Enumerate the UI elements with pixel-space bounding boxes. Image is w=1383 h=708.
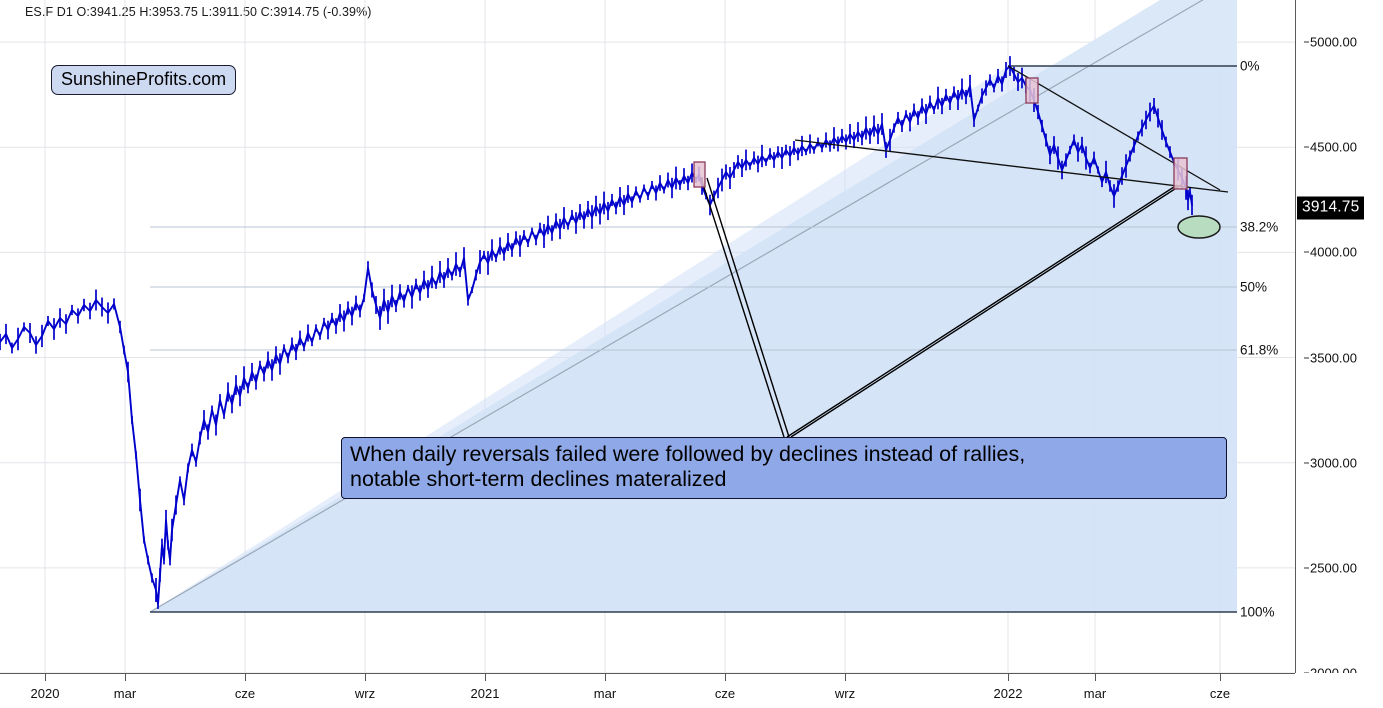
price-axis-tick: 3000.00 [1304,455,1357,470]
support-ellipse[interactable] [1177,215,1221,239]
price-axis-tick-label: 3500.00 [1310,350,1357,366]
fibonacci-level-label: 100% [1240,604,1275,620]
price-axis-tick-label: 4000.00 [1310,244,1357,260]
reversal-marker-may-2022[interactable] [1173,157,1188,190]
time-axis-tick-label: wrz [354,686,376,701]
time-axis-tick-mark [725,674,726,681]
reversal-marker-2021[interactable] [693,161,706,188]
price-axis-tick: 5000.00 [1304,35,1357,50]
time-axis[interactable]: 2020 mar cze wrz 2021 mar cze wrz 2022 mar cze [0,673,1295,708]
price-axis-tick-label: 2500.00 [1310,560,1357,576]
time-axis-tick-mark [845,674,846,681]
time-axis-tick-mark [485,674,486,681]
channel-upper-edge [149,0,1204,613]
time-axis-tick-mark [125,674,126,681]
tick-dash-icon [1304,462,1309,464]
time-axis-tick-mark [365,674,366,681]
arrow-from-2021-marker-b [706,177,790,438]
time-axis-tick-label: cze [1209,686,1231,701]
time-axis-tick-mark [1095,674,1096,681]
arrow-from-2021-marker [700,177,785,438]
time-axis-tick-label: cze [234,686,256,701]
fibonacci-lines [150,65,1237,613]
price-axis[interactable]: 5000.00 4500.00 4000.00 3500.00 3000.00 2500.… [1295,0,1383,681]
ohlc-header: ES.F D1 O:3941.25 H:3953.75 L:3911.50 C:… [25,5,372,19]
time-axis-tick-mark [45,674,46,681]
watermark-badge: SunshineProfits.com [51,65,237,95]
tick-dash-icon [1304,357,1309,359]
price-axis-tick: 3500.00 [1304,350,1357,365]
price-axis-tick-label: 5000.00 [1310,34,1357,50]
time-axis-tick-label: 2021 [470,686,500,701]
price-axis-tick-label: 4500.00 [1310,139,1357,155]
annotation-callout[interactable]: When daily reversals failed were followe… [341,437,1227,500]
fibonacci-level-label: 38.2% [1240,219,1279,235]
time-axis-tick-mark [605,674,606,681]
price-axis-tick-label: 3000.00 [1310,455,1357,471]
time-axis-tick-label: mar [593,686,617,701]
tick-dash-icon [1304,146,1309,148]
tick-dash-icon [1304,41,1309,43]
fibonacci-level-label: 61.8% [1240,342,1279,358]
tick-dash-icon [1304,567,1309,569]
time-axis-tick-label: mar [113,686,137,701]
price-axis-tick: 4500.00 [1304,140,1357,155]
current-price-badge: 3914.75 [1297,196,1365,220]
fibonacci-level-label: 0% [1240,58,1260,74]
chart-canvas [0,0,1295,673]
time-axis-tick-mark [1220,674,1221,681]
price-axis-tick: 2500.00 [1304,560,1357,575]
time-axis-tick-mark [1008,674,1009,681]
arrow-to-2022-marker [786,184,1178,438]
watermark-label: SunshineProfits.com [61,69,227,89]
tick-dash-icon [1304,251,1309,253]
arrow-to-2022-marker-b [790,184,1182,438]
annotation-line-1: When daily reversals failed were followe… [350,442,1026,466]
time-axis-tick-mark [245,674,246,681]
axis-corner [1295,673,1383,707]
fibonacci-level-label: 50% [1240,279,1268,295]
time-axis-tick-label: 2020 [30,686,60,701]
time-axis-tick-label: 2022 [993,686,1023,701]
time-axis-tick-label: wrz [834,686,856,701]
price-axis-tick: 4000.00 [1304,245,1357,260]
annotation-line-2: notable short-term declines materalized [350,467,727,492]
downtrend-line-lower [794,139,1229,193]
chart-plot-area[interactable] [0,0,1295,673]
time-axis-tick-label: cze [714,686,736,701]
reversal-marker-jan-2022[interactable] [1025,77,1039,104]
time-axis-tick-label: mar [1083,686,1107,701]
